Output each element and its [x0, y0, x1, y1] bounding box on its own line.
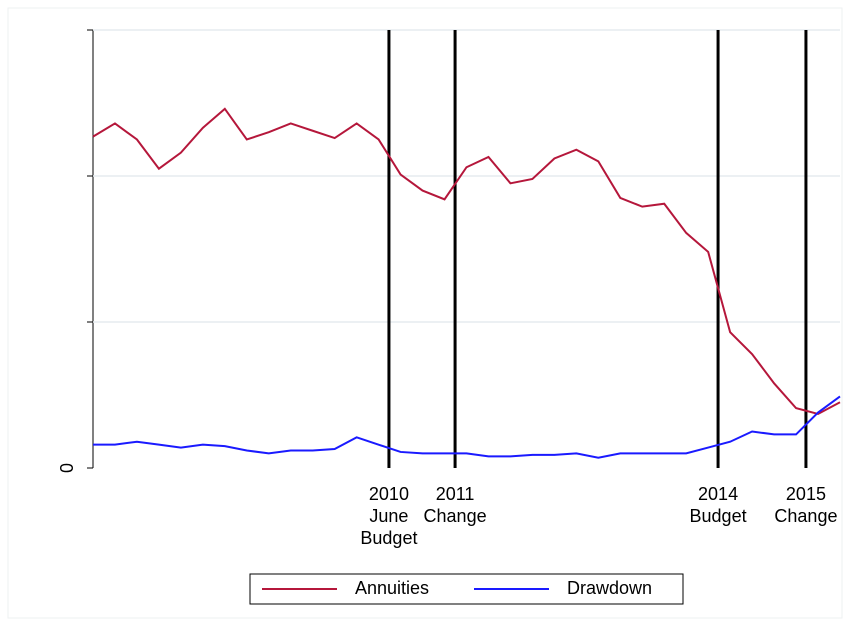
y-tick-label: 0	[57, 463, 77, 473]
legend-label: Annuities	[355, 578, 429, 598]
series-line	[93, 395, 841, 459]
event-label: June	[369, 506, 408, 526]
event-label: Change	[774, 506, 837, 526]
legend-label: Drawdown	[567, 578, 652, 598]
event-label: Budget	[360, 528, 417, 548]
event-label: Change	[424, 506, 487, 526]
event-label: 2015	[786, 484, 826, 504]
series-line	[92, 107, 841, 416]
event-label: 2011	[436, 484, 475, 504]
legend-box	[249, 573, 684, 605]
event-label: 2014	[698, 484, 738, 504]
event-label: Budget	[690, 506, 747, 526]
event-label: 2010	[369, 484, 409, 504]
outer-frame	[7, 7, 843, 619]
